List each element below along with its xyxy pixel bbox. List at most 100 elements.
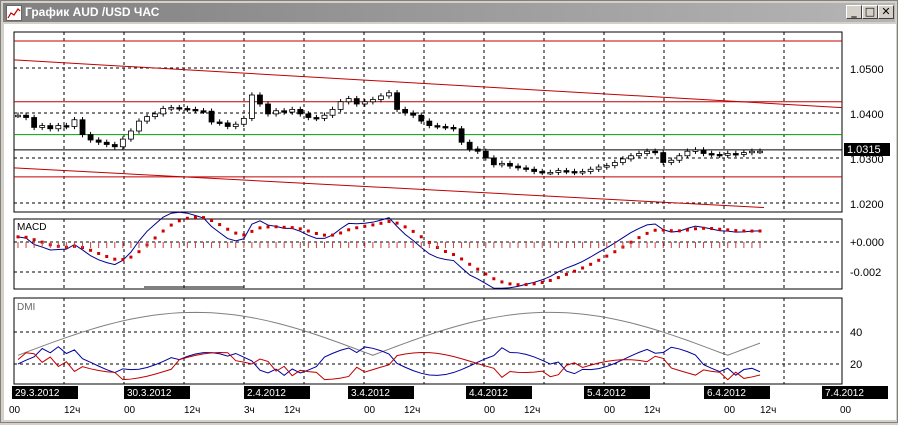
chart-app-icon — [6, 5, 22, 21]
candle-body — [482, 150, 489, 159]
price-tick: 1.0500 — [850, 64, 884, 76]
candle-body — [265, 103, 271, 115]
candle-body — [619, 158, 626, 163]
macd-signal-dot — [202, 216, 205, 220]
candle-body — [684, 150, 691, 157]
hour-label: 12ч — [64, 405, 80, 416]
candle-body — [515, 165, 521, 169]
candle-body — [466, 141, 473, 150]
macd-signal-dot — [347, 228, 351, 232]
candle-body — [71, 119, 78, 127]
close-button[interactable]: ✕ — [878, 5, 894, 19]
candle-body — [63, 125, 70, 128]
current-price-label: 1.0315 — [847, 144, 881, 156]
candle-body — [757, 150, 763, 154]
dmi-tick: 40 — [850, 327, 862, 339]
date-label: 29.3.2012 — [15, 388, 60, 399]
macd-signal-dot — [234, 231, 238, 235]
macd-signal-dot — [161, 229, 165, 233]
candle-body — [652, 150, 659, 154]
macd-signal-dot — [266, 225, 270, 229]
date-label-box — [822, 386, 888, 399]
candle-body — [740, 152, 747, 155]
hour-label: 00 — [604, 405, 616, 416]
hour-label: 00 — [9, 405, 21, 416]
macd-signal-dot — [129, 255, 133, 259]
date-label: 4.4.2012 — [469, 388, 508, 399]
macd-signal-dot — [177, 219, 181, 223]
macd-signal-dot — [564, 272, 568, 276]
candle-body — [611, 162, 618, 167]
candle-body — [716, 153, 723, 157]
title-bar[interactable]: График AUD /USD ЧАС _ □ ✕ — [3, 3, 895, 22]
candle-body — [305, 113, 312, 118]
candle-body — [523, 167, 530, 170]
macd-signal-dot — [734, 229, 738, 233]
candle-body — [563, 170, 570, 173]
date-label-box — [12, 386, 78, 399]
macd-tick: +0.000 — [850, 237, 884, 249]
dmi-label: DMI — [17, 302, 35, 313]
minimize-button[interactable]: _ — [846, 5, 862, 19]
macd-signal-dot — [403, 225, 407, 229]
candle-body — [660, 152, 667, 163]
chart-area[interactable]: 1.0315 1.0500 1.0400 1.0300 1.0200 MACD … — [4, 24, 896, 420]
window-title: График AUD /USD ЧАС — [25, 5, 160, 19]
hour-label: 12ч — [184, 405, 200, 416]
macd-signal-dot — [274, 225, 278, 229]
candle-body — [426, 120, 433, 126]
date-label: 5.4.2012 — [587, 388, 626, 399]
macd-signal-dot — [290, 226, 294, 230]
maximize-button[interactable]: □ — [862, 5, 878, 19]
macd-signal-dot — [556, 276, 560, 280]
candle-body — [644, 150, 650, 154]
candle-body — [128, 130, 134, 140]
macd-signal-dot — [516, 283, 520, 287]
candle-body — [321, 114, 328, 119]
date-label-box — [348, 386, 414, 399]
candle-body — [184, 108, 191, 111]
candle-body — [378, 95, 384, 100]
hour-label: 00 — [124, 405, 136, 416]
macd-panel[interactable] — [13, 218, 843, 290]
candle-body — [587, 168, 594, 172]
candle-body — [224, 122, 231, 127]
macd-signal-dot — [97, 251, 101, 255]
candle-body — [152, 113, 159, 118]
candle-body — [571, 171, 578, 174]
candle-body — [273, 110, 279, 115]
macd-signal-dot — [653, 228, 657, 232]
price-tick: 1.0300 — [850, 154, 884, 166]
macd-signal-dot — [395, 221, 399, 225]
candle-body — [700, 149, 707, 154]
hour-label: 00 — [364, 405, 376, 416]
candle-body — [281, 110, 288, 113]
macd-tick: -0.002 — [850, 267, 881, 279]
current-price-box — [844, 143, 890, 156]
candle-body — [103, 141, 110, 145]
candle-body — [353, 98, 360, 105]
candle-body — [595, 166, 602, 170]
candle-body — [240, 118, 247, 125]
candle-body — [232, 123, 239, 127]
candle-body — [474, 148, 481, 152]
macd-signal-dot — [540, 280, 544, 284]
candle-body — [458, 128, 465, 143]
dmi-tick: 20 — [850, 359, 862, 371]
macd-signal-dot — [322, 233, 326, 237]
candle-body — [490, 157, 497, 166]
macd-signal-dot — [314, 231, 318, 235]
macd-signal-dot — [185, 216, 189, 220]
candle-body — [668, 159, 675, 163]
macd-signal-dot — [258, 226, 262, 230]
hour-label: 3ч — [244, 405, 255, 416]
macd-line — [17, 211, 761, 289]
candle-body — [297, 109, 304, 115]
candle-body — [87, 134, 94, 141]
candle-body — [507, 162, 513, 167]
macd-signal-dot — [24, 235, 28, 239]
macd-signal-dot — [460, 257, 464, 261]
macd-signal-dot — [339, 231, 343, 235]
macd-signal-dot — [193, 215, 197, 219]
